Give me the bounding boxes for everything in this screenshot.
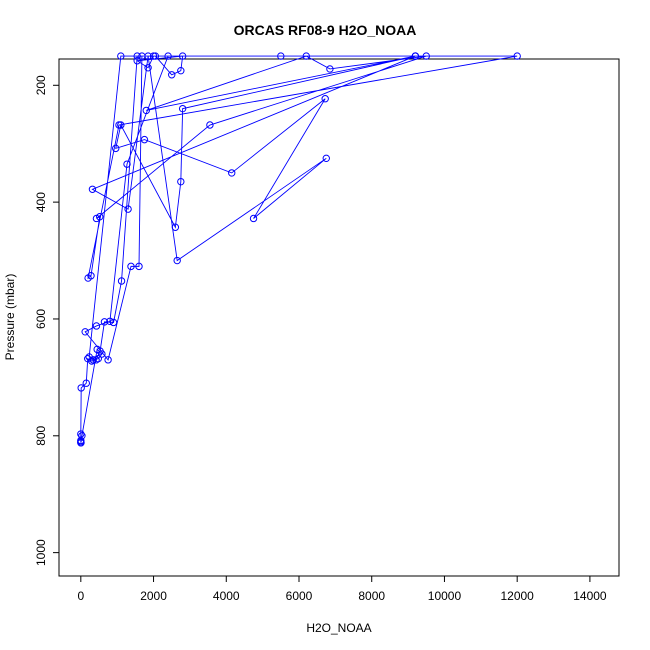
- data-point: [133, 57, 141, 65]
- data-point: [100, 318, 109, 326]
- data-point: [109, 318, 118, 327]
- data-point: [94, 354, 102, 363]
- data-point: [106, 317, 114, 325]
- x-axis: 0 2000 4000 6000 8000 10000 12000 14000: [77, 575, 607, 603]
- data-point: [93, 345, 101, 354]
- data-point: [127, 262, 135, 271]
- data-point: [164, 52, 172, 60]
- data-point: [228, 169, 236, 177]
- data-point: [117, 277, 126, 285]
- x-tick-label: 0: [77, 589, 84, 603]
- data-point: [98, 350, 106, 358]
- data-point: [87, 272, 95, 280]
- data-point: [117, 121, 125, 129]
- data-point: [173, 256, 181, 265]
- data-point: [92, 214, 101, 223]
- data-point: [104, 356, 112, 364]
- x-tick-label: 6000: [286, 589, 313, 603]
- x-tick-label: 10000: [428, 589, 462, 603]
- data-point: [124, 205, 132, 213]
- data-point: [177, 177, 185, 186]
- series-points: [77, 52, 521, 447]
- x-tick-label: 12000: [500, 589, 534, 603]
- data-point: [422, 52, 430, 60]
- data-point: [88, 357, 96, 365]
- data-point: [92, 322, 101, 330]
- data-point: [168, 71, 176, 79]
- y-tick-label: 600: [34, 309, 48, 329]
- y-axis: 200 400 600 800 1000: [34, 75, 60, 566]
- data-point: [81, 328, 89, 336]
- data-point: [77, 430, 85, 438]
- data-point: [321, 95, 329, 103]
- data-point: [77, 439, 85, 447]
- data-point: [123, 160, 131, 168]
- data-point: [322, 154, 330, 163]
- data-point: [78, 432, 86, 440]
- data-point: [89, 356, 97, 364]
- data-point: [178, 52, 187, 60]
- chart-title: ORCAS RF08-9 H2O_NOAA: [234, 22, 417, 38]
- data-point: [513, 52, 521, 60]
- y-axis-label: Pressure (mbar): [3, 274, 17, 361]
- data-point: [177, 66, 185, 75]
- x-tick-label: 2000: [140, 589, 167, 603]
- data-point: [144, 64, 152, 72]
- data-point: [326, 65, 334, 73]
- x-tick-label: 14000: [573, 589, 607, 603]
- y-tick-label: 400: [34, 192, 48, 212]
- data-point: [411, 52, 420, 60]
- data-point: [171, 223, 180, 231]
- data-point: [206, 121, 214, 129]
- x-tick-label: 4000: [213, 589, 240, 603]
- data-point: [140, 135, 149, 144]
- data-point: [142, 106, 150, 115]
- y-tick-label: 800: [34, 425, 48, 445]
- series-line: [80, 55, 518, 443]
- series-lines: [80, 55, 518, 443]
- data-point: [138, 52, 146, 60]
- data-point: [277, 52, 285, 60]
- data-point: [249, 214, 258, 223]
- data-point: [82, 379, 90, 387]
- data-point: [149, 52, 158, 60]
- data-point: [133, 52, 141, 60]
- y-tick-label: 200: [34, 75, 48, 95]
- data-point: [84, 354, 92, 363]
- data-point: [112, 144, 120, 153]
- data-point: [77, 384, 85, 392]
- data-point: [88, 185, 97, 193]
- x-axis-label: H2O_NOAA: [306, 621, 371, 635]
- data-point: [117, 52, 125, 60]
- y-tick-label: 1000: [34, 539, 48, 566]
- data-point: [302, 52, 310, 60]
- data-point: [178, 104, 187, 113]
- x-tick-label: 8000: [358, 589, 385, 603]
- data-point: [135, 262, 143, 271]
